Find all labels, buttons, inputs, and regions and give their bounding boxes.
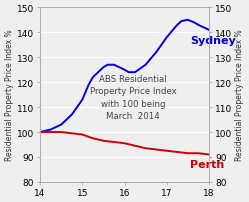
Text: ABS Residential
Property Price Index
with 100 being
March  2014: ABS Residential Property Price Index wit… <box>90 75 176 121</box>
Y-axis label: Residential Property Price Index %: Residential Property Price Index % <box>235 30 244 161</box>
Y-axis label: Residential Property Price Index %: Residential Property Price Index % <box>5 30 14 161</box>
Text: Sydney: Sydney <box>190 36 236 45</box>
Text: Perth: Perth <box>190 160 224 170</box>
